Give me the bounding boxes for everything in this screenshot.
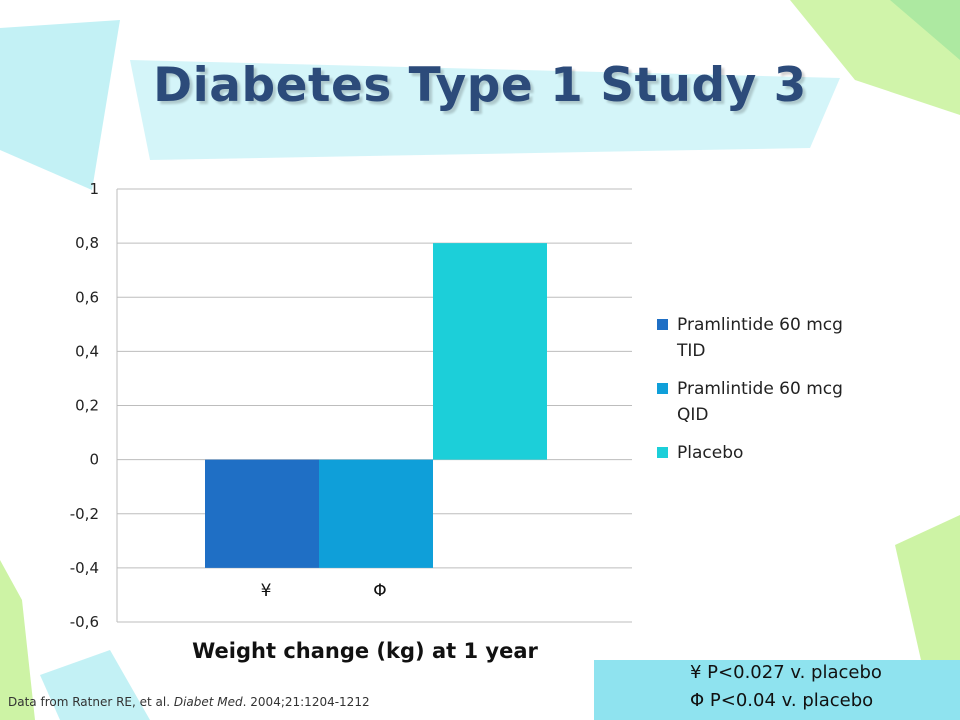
deco-shape-bottom-right (895, 515, 960, 700)
deco-shape-top-left (0, 20, 120, 190)
legend-item[interactable]: Pramlintide 60 mcg TID (657, 315, 843, 361)
legend-label: TID (676, 341, 706, 361)
bar-marker: Φ (373, 581, 386, 601)
legend-label: Pramlintide 60 mcg (677, 379, 843, 399)
legend-label: Pramlintide 60 mcg (677, 315, 843, 335)
legend-swatch (657, 383, 668, 394)
y-axis-ticks: 1 0,8 0,6 0,4 0,2 0 -0,2 -0,4 -0,6 (70, 180, 99, 631)
deco-shape-top-right-2 (890, 0, 960, 60)
deco-shape-bottom-left-2 (40, 650, 150, 720)
deco-shape-top-right (790, 0, 960, 115)
chart-legend[interactable]: Pramlintide 60 mcg TID Pramlintide 60 mcg Q… (657, 315, 843, 463)
y-tick-label: 0,2 (75, 397, 99, 415)
legend-swatch (657, 319, 668, 330)
legend-label: Placebo (677, 443, 743, 463)
source-citation: Data from Ratner RE, et al. Diabet Med. … (8, 695, 370, 709)
stat-line-1: ¥ P<0.027 v. placebo (690, 662, 882, 683)
bar (205, 459, 319, 568)
deco-shape-title-band (130, 60, 840, 160)
chart-bars (205, 243, 547, 568)
bar (433, 243, 547, 460)
y-tick-label: 0,8 (75, 234, 99, 252)
slide-title: Diabetes Type 1 Study 3 (153, 58, 807, 113)
legend-swatch (657, 447, 668, 458)
y-tick-label: 0 (89, 451, 99, 469)
x-axis-label: Weight change (kg) at 1 year (192, 639, 538, 663)
y-tick-label: -0,2 (70, 505, 99, 523)
source-prefix: Data from Ratner RE, et al. (8, 695, 174, 709)
y-tick-label: -0,6 (70, 613, 99, 631)
source-suffix: . 2004;21:1204-1212 (242, 695, 370, 709)
bar (319, 459, 433, 568)
deco-shape-bottom-left (0, 560, 35, 720)
legend-item[interactable]: Placebo (657, 443, 743, 463)
y-tick-label: -0,4 (70, 559, 99, 577)
y-tick-label: 0,4 (75, 342, 99, 360)
stats-panel (594, 660, 960, 720)
bar-marker: ¥ (261, 581, 272, 601)
stat-line-2: Φ P<0.04 v. placebo (690, 690, 874, 711)
bar-markers: ¥ Φ (261, 581, 387, 601)
legend-label: QID (677, 405, 709, 425)
source-journal: Diabet Med (173, 695, 243, 709)
y-tick-label: 1 (89, 180, 99, 198)
legend-item[interactable]: Pramlintide 60 mcg QID (657, 379, 843, 425)
y-tick-label: 0,6 (75, 288, 99, 306)
